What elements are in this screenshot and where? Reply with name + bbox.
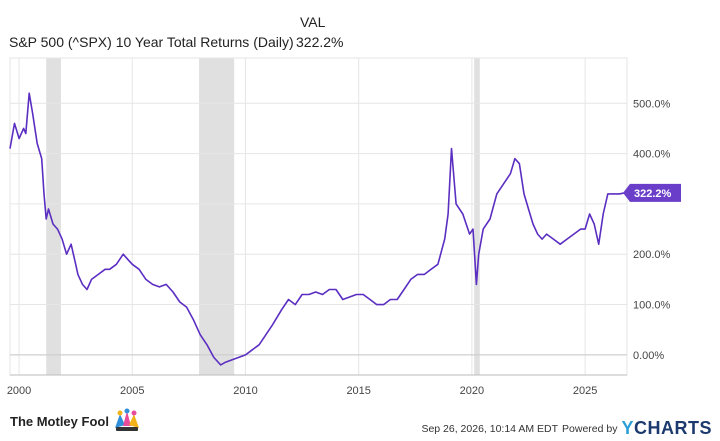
ycharts-logo: YCHARTS — [621, 418, 712, 439]
legend-header: VAL — [300, 14, 326, 30]
x-tick-label-2020: 2020 — [460, 385, 484, 397]
ycharts-text: CHARTS — [634, 418, 712, 438]
y-tick-label-200: 200.0% — [633, 249, 671, 261]
x-tick-label-2025: 2025 — [573, 385, 597, 397]
x-tick-label-2005: 2005 — [120, 385, 144, 397]
last-value-badge-label: 322.2% — [634, 188, 672, 200]
recession-band-0 — [46, 58, 61, 375]
x-axis: 2000 2005 2010 2015 2020 2025 — [7, 374, 627, 397]
x-tick-label-2010: 2010 — [233, 385, 257, 397]
last-value-badge — [623, 183, 681, 202]
y-tick-label-100: 100.0% — [633, 300, 671, 312]
y-axis: 0.00% 100.0% 200.0% 400.0% 500.0% — [633, 98, 671, 362]
footer-attribution: Sep 26, 2026, 10:14 AM EDT Powered by YC… — [421, 418, 712, 439]
y-tick-label-500: 500.0% — [633, 98, 671, 110]
footer-powered-by: Powered by — [562, 422, 618, 435]
recession-bands — [46, 58, 480, 375]
last-value-badge-group: 322.2% — [623, 183, 681, 202]
series-line-layer — [9, 92, 625, 366]
y-tick-label-0: 0.00% — [633, 350, 664, 362]
plot-frame — [9, 57, 628, 376]
legend-series-name: S&P 500 (^SPX) 10 Year Total Returns (Da… — [9, 34, 294, 50]
motley-fool-text: The Motley Fool — [10, 413, 109, 429]
recession-band-2 — [474, 58, 480, 375]
recession-band-1 — [199, 58, 235, 375]
jester-hat-icon — [114, 408, 139, 431]
legend-series-value: 322.2% — [296, 34, 344, 50]
motley-fool-logo: The Motley Fool — [10, 408, 142, 434]
grid-lines — [9, 57, 628, 376]
y-tick-label-400: 400.0% — [633, 149, 671, 161]
ycharts-y-glyph: Y — [621, 418, 634, 438]
footer-timestamp: Sep 26, 2026, 10:14 AM EDT — [421, 422, 559, 435]
x-tick-label-2000: 2000 — [7, 385, 31, 397]
series-line — [9, 92, 625, 366]
x-tick-label-2015: 2015 — [346, 385, 370, 397]
